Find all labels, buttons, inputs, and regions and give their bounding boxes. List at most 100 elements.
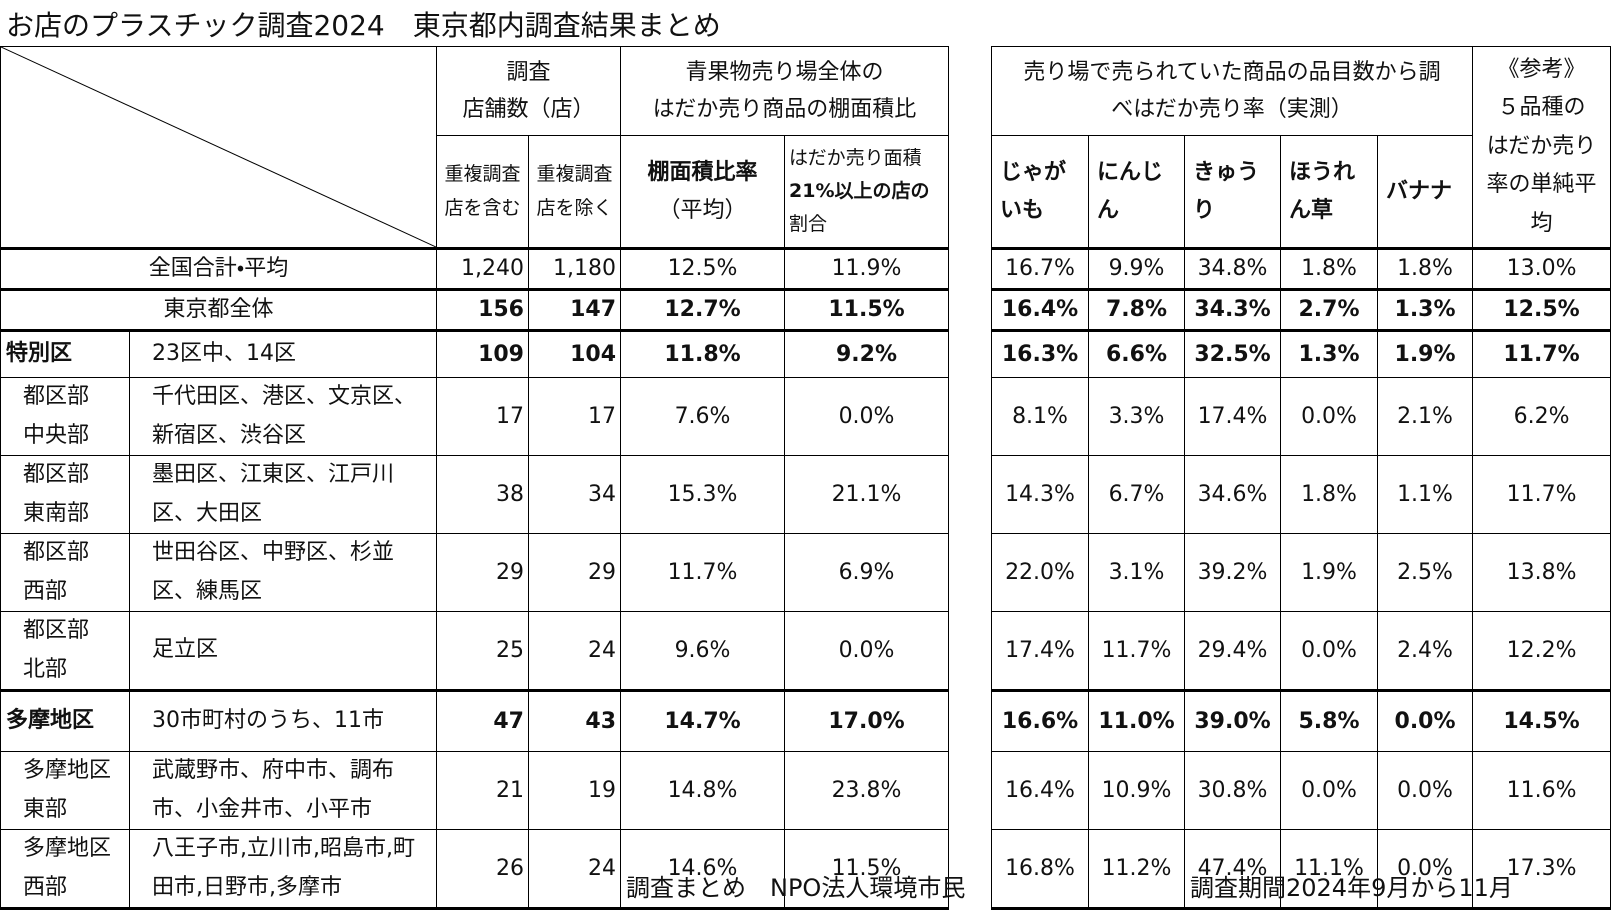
text-line: バナナ	[1386, 178, 1453, 204]
cell-value: 1.9%	[1280, 533, 1379, 612]
text-line: 都区部	[23, 540, 90, 565]
cell-value: 1.9%	[1377, 329, 1474, 378]
cell-value: 11.2%	[1088, 829, 1186, 910]
summary-table: 調査 店舗数（店） 青果物売り場全体の はだか売り商品の棚面積比 売り場で売られていた商…	[0, 46, 1612, 910]
cell-value: 24	[527, 611, 622, 691]
diagonal-corner	[0, 46, 437, 249]
cell-value: 6.9%	[784, 533, 950, 612]
cell-value: 21.1%	[784, 455, 950, 534]
spacer	[948, 377, 993, 456]
cell-value: 14.3%	[991, 455, 1090, 534]
header-shelf-group: 青果物売り場全体の はだか売り商品の棚面積比	[620, 46, 950, 136]
cell-value: 1.3%	[1377, 288, 1474, 331]
cell-value: 17.3%	[1472, 829, 1612, 910]
text-line: 《参考》	[1497, 56, 1586, 82]
cell-value: 11.5%	[784, 288, 950, 331]
area: 足立区	[129, 611, 437, 691]
region: 特別区	[0, 329, 130, 378]
cell-value: 109	[436, 329, 529, 378]
text-line: 東南部	[23, 500, 90, 526]
text-line: 売り場で売られていた商品の品目数から調	[1023, 59, 1441, 85]
spacer	[948, 751, 993, 830]
spacer	[948, 611, 993, 691]
header-row: 調査 店舗数（店） 青果物売り場全体の はだか売り商品の棚面積比 売り場で売られていた商…	[0, 46, 1612, 249]
text-line: 特別区	[6, 341, 73, 367]
cell-value: 11.7%	[1088, 611, 1186, 691]
cell-value: 13.0%	[1472, 247, 1612, 290]
text-line: じゃが	[1000, 160, 1067, 186]
text-line: ほうれ	[1289, 160, 1356, 186]
cell-value: 17.4%	[1184, 377, 1282, 456]
cell-value: 11.0%	[1088, 689, 1186, 752]
cell-value: 39.0%	[1184, 689, 1282, 752]
cell-value: 2.7%	[1280, 288, 1379, 331]
text-line: きゅう	[1193, 160, 1260, 186]
text-line: 棚面積比率	[647, 160, 758, 186]
text-line: にんじ	[1097, 160, 1164, 186]
cell-value: 17	[436, 377, 529, 456]
text-line: 調査	[506, 59, 551, 85]
cell-value: 1.8%	[1377, 247, 1474, 290]
text-line: ん	[1097, 197, 1120, 223]
spacer	[948, 829, 993, 909]
text-line: り	[1193, 197, 1216, 223]
area: 墨田区、江東区、江戸川区、大田区	[129, 455, 437, 534]
cell-value: 6.7%	[1088, 455, 1186, 534]
text-line: 割合	[789, 213, 828, 236]
area: 23区中、14区	[129, 329, 437, 378]
cell-value: 0.0%	[1280, 751, 1379, 830]
header-share21: はだか売り面積 21%以上の店の 割合	[784, 135, 950, 249]
cell-value: 0.0%	[784, 611, 950, 691]
text-line: 店を含む	[444, 196, 521, 219]
text-line: 多摩地区	[6, 708, 95, 734]
cell-value: 43	[527, 689, 622, 752]
cell-value: 156	[436, 288, 529, 331]
text-line: ５品種の	[1497, 95, 1586, 121]
cell-value: 1,180	[527, 247, 622, 290]
text-line: 都区部	[23, 384, 90, 409]
cell-value: 0.0%	[1377, 689, 1474, 752]
cell-value: 16.8%	[991, 829, 1090, 910]
region: 多摩地区 西部	[0, 829, 130, 910]
cell-value: 0.0%	[1280, 611, 1379, 691]
cell-value: 14.8%	[620, 751, 786, 830]
cell-value: 34.3%	[1184, 288, 1282, 331]
text-line: 店を除く	[536, 196, 613, 219]
cell-value: 11.7%	[1472, 455, 1612, 534]
region: 多摩地区	[0, 689, 130, 752]
spacer	[948, 248, 993, 290]
cell-value: 39.2%	[1184, 533, 1282, 612]
row-label: 東京都全体	[0, 288, 437, 331]
cell-value: 29	[436, 533, 529, 612]
cell-value: 12.5%	[620, 247, 786, 290]
cell-value: 6.6%	[1088, 329, 1186, 378]
cell-value: 47.4%	[1184, 829, 1282, 910]
text-line: はだか売り商品の棚面積比	[652, 97, 917, 122]
text-line: 均	[1530, 210, 1553, 236]
cell-value: 11.6%	[1472, 751, 1612, 830]
cell-value: 1.8%	[1280, 247, 1379, 290]
text-line: べはだか売り率（実測）	[1111, 97, 1353, 122]
text-line: いも	[1000, 197, 1045, 223]
header-stores-incl: 重複調査 店を含む	[436, 135, 529, 249]
header-stores: 調査 店舗数（店）	[435, 46, 622, 136]
cell-value: 22.0%	[991, 533, 1090, 612]
header-cucumber: きゅうり	[1184, 135, 1282, 249]
cell-value: 13.8%	[1472, 533, 1612, 612]
data-row: 多摩地区 東部 武蔵野市、府中市、調布市、小金井市、小平市 21 19 14.8% 23.8…	[0, 751, 1612, 830]
cell-value: 21	[436, 751, 529, 830]
text-line: はだか売り	[1486, 133, 1597, 159]
data-row: 都区部 中央部 千代田区、港区、文京区、新宿区、渋谷区 17 17 7.6% 0.0% 8.1…	[0, 377, 1612, 456]
region: 都区部 西部	[0, 533, 130, 612]
cell-value: 2.1%	[1377, 377, 1474, 456]
spacer	[948, 690, 993, 752]
data-row: 多摩地区 30市町村のうち、11市 47 43 14.7% 17.0% 16.6% 11.0%…	[0, 689, 1612, 752]
header-stores-excl: 重複調査 店を除く	[527, 135, 622, 249]
spacer	[948, 330, 993, 378]
spacer	[948, 289, 993, 331]
text-line: 都区部	[23, 462, 90, 487]
text-line: 北部	[23, 656, 68, 682]
cell-value: 11.7%	[620, 533, 786, 612]
area: 30市町村のうち、11市	[129, 689, 437, 752]
